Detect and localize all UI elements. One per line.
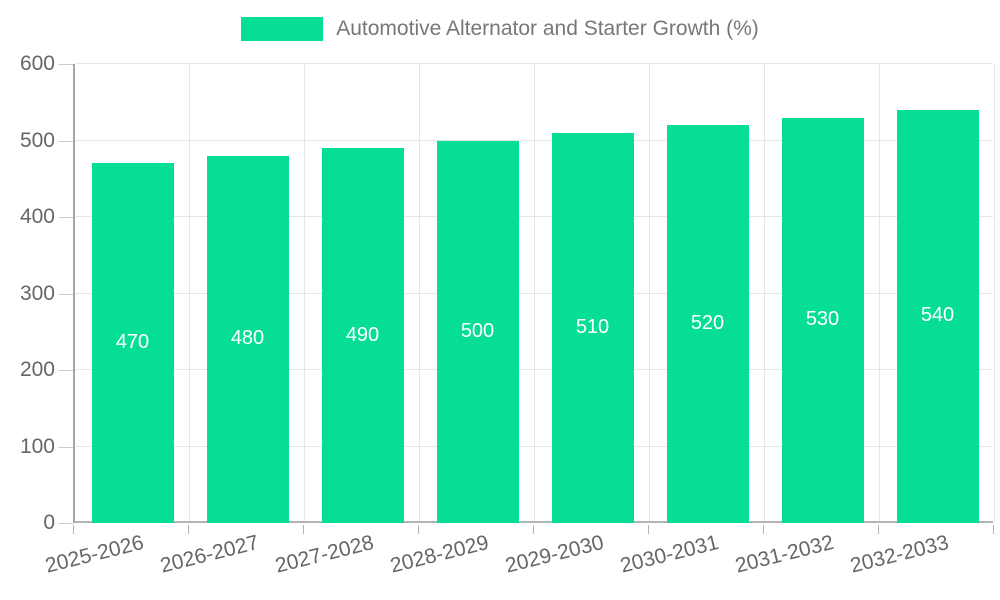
y-axis-tick [59, 523, 73, 524]
x-axis-tick [993, 525, 994, 534]
x-axis-tick [303, 525, 304, 534]
y-axis-tick-label: 200 [19, 358, 55, 381]
bar-value-label: 530 [805, 308, 840, 331]
gridline-x [764, 64, 765, 521]
bar-value-label: 540 [920, 304, 955, 327]
x-axis-tick [73, 525, 74, 534]
y-axis-tick-label: 100 [19, 434, 55, 458]
bar-2032-2033[interactable]: 540 [896, 109, 979, 523]
x-axis-tick-label: 2026-2027 [158, 531, 262, 578]
bar-value-label: 470 [115, 331, 150, 354]
y-axis-tick [59, 64, 73, 65]
legend-swatch[interactable] [241, 17, 324, 41]
bar-2029-2030[interactable]: 510 [551, 132, 634, 523]
bar-2031-2032[interactable]: 530 [781, 117, 864, 523]
x-axis-tick [763, 525, 764, 534]
y-axis-tick-label: 500 [19, 128, 55, 152]
bar-2025-2026[interactable]: 470 [91, 163, 174, 523]
x-axis-tick [188, 525, 189, 534]
x-axis-tick-label: 2029-2030 [503, 531, 607, 578]
x-axis-tick [533, 525, 534, 534]
y-axis-tick-label: 600 [19, 52, 55, 75]
bar-value-label: 500 [460, 319, 495, 342]
legend-label: Automotive Alternator and Starter Growth… [336, 17, 759, 40]
y-axis-tick [59, 446, 73, 448]
y-axis-tick [59, 293, 73, 295]
gridline-x [649, 64, 650, 521]
bar-2026-2027[interactable]: 480 [206, 155, 289, 523]
x-axis-tick-label: 2030-2031 [618, 531, 722, 578]
gridline-x [189, 64, 190, 521]
gridline-y [75, 63, 993, 64]
y-axis-tick [59, 370, 73, 371]
x-axis-tick [648, 525, 649, 534]
bar-value-label: 510 [575, 315, 610, 338]
y-axis-tick-label: 300 [19, 281, 55, 305]
gridline-x [879, 64, 880, 521]
bar-2028-2029[interactable]: 500 [436, 140, 519, 523]
x-axis-tick-label: 2028-2029 [388, 531, 492, 578]
y-axis-tick [59, 217, 73, 218]
x-axis-tick-label: 2032-2033 [848, 531, 952, 578]
bar-value-label: 490 [345, 323, 380, 346]
y-axis-tick-label: 400 [19, 205, 55, 228]
gridline-x [994, 64, 995, 521]
bar-value-label: 520 [690, 312, 725, 335]
gridline-x [534, 64, 535, 521]
bar-value-label: 480 [230, 327, 265, 350]
plot-area: 470 480 490 500 510 520 530 540 [73, 63, 995, 523]
y-axis-tick-label: 0 [43, 511, 55, 534]
gridline-x [304, 64, 305, 521]
legend[interactable]: Automotive Alternator and Starter Growth… [0, 17, 1000, 41]
x-axis-tick-label: 2031-2032 [733, 531, 837, 578]
x-axis-tick-label: 2025-2026 [43, 531, 147, 578]
y-axis-tick [59, 140, 73, 142]
bar-2030-2031[interactable]: 520 [666, 125, 749, 523]
bar-2027-2028[interactable]: 490 [321, 148, 404, 523]
x-axis-tick-label: 2027-2028 [273, 531, 377, 578]
x-axis-tick [418, 525, 419, 534]
gridline-x [419, 64, 420, 521]
x-axis-tick [878, 525, 879, 534]
